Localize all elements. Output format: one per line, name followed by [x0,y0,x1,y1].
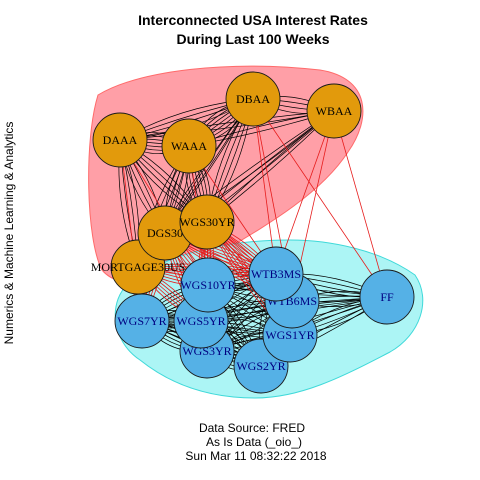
node-label: WGS1YR [265,328,314,342]
node-wgs7yr: WGS7YR [114,293,170,349]
node-daaa: DAAA [92,112,148,168]
node-wbaa: WBAA [306,83,362,139]
node-ff: FF [359,269,415,325]
node-label: MORTGAGE30US [91,260,186,274]
node-dbaa: DBAA [225,71,281,127]
node-label: WBAA [316,104,353,118]
node-wgs10yr: WGS10YR [180,257,236,313]
title-line-2: During Last 100 Weeks [176,31,329,47]
intra-edge [141,296,388,322]
node-label: DBAA [236,92,270,106]
node-label: DAAA [103,133,138,147]
node-label: WGS7YR [117,314,166,328]
node-wgs30yr: WGS30YR [179,194,235,250]
cross-edge [252,98,388,298]
node-circle [248,246,304,302]
intra-edge [141,296,388,322]
caption-source: Data Source: FRED [199,421,305,435]
node-label: DGS30 [147,226,183,240]
network-nodes: DAAA WAAA DBAA WBAA MORTGAGE30US DGS30WGS30YR… [91,71,415,394]
node-label: WGS5YR [176,314,225,328]
node-circle [180,257,236,313]
caption-timestamp: Sun Mar 11 08:32:22 2018 [185,449,327,463]
node-label: WAAA [171,139,207,153]
node-circle [92,112,148,168]
node-waaa: WAAA [161,118,217,174]
node-wtb3ms: WTB3MS [248,246,304,302]
title-line-1: Interconnected USA Interest Rates [138,12,368,28]
caption-data-note: As Is Data (_oio_) [206,435,302,449]
node-circle [225,71,281,127]
node-circle [306,83,362,139]
node-circle [114,293,170,349]
node-label: WGS30YR [179,215,234,229]
node-label: WGS2YR [236,359,285,373]
node-label: WGS10YR [180,278,235,292]
node-label: WTB3MS [251,267,301,281]
node-circle [179,194,235,250]
node-circle [161,118,217,174]
side-label: Numerics & Machine Learning & Analytics [2,122,16,345]
node-label: FF [380,290,394,304]
node-circle [359,269,415,325]
